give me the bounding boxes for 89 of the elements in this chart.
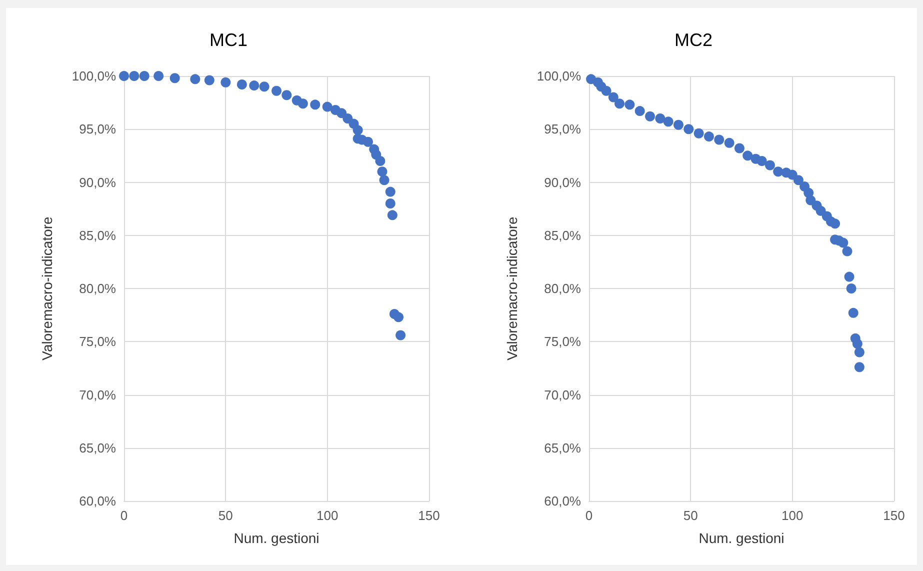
point [352,125,363,136]
point [298,98,308,109]
point [684,124,694,134]
point [694,128,704,138]
y-tick-label: 70,0% [79,387,116,402]
x-axis-title: Num. gestioni [234,530,320,546]
point [601,86,612,96]
x-tick-label: 0 [120,508,128,523]
y-tick-label: 85,0% [79,228,116,243]
point [673,120,684,130]
point [170,73,180,84]
point [310,100,320,110]
x-axis-title: Num. gestioni [698,530,784,546]
point [272,86,282,96]
point [139,71,150,81]
point [377,166,388,177]
point [385,198,396,208]
x-tick-label: 150 [883,508,905,523]
point [608,92,618,102]
point [655,114,666,124]
point [220,77,231,88]
y-tick-label: 85,0% [544,228,582,243]
point [844,272,854,282]
y-tick-label: 65,0% [544,440,582,456]
y-tick-label: 90,0% [79,174,116,190]
point [190,74,200,84]
y-tick-label: 75,0% [79,334,116,350]
y-axis-title: Valoremacro-indicatore [504,216,520,360]
point [830,218,840,229]
point [624,100,635,110]
point [394,312,404,322]
point [154,71,164,81]
x-tick-label: 100 [316,508,338,523]
point [663,116,674,127]
point [854,347,864,358]
y-tick-label: 60,0% [544,494,582,508]
y-tick-label: 95,0% [79,122,116,137]
point [846,284,856,294]
point [848,308,858,318]
chart-title: MC1 [209,30,248,50]
point [854,362,864,372]
point [129,71,140,81]
point [259,82,270,92]
point [379,175,390,186]
y-tick-label: 90,0% [544,174,582,190]
point [773,166,784,177]
x-tick-label: 150 [418,508,440,523]
point [634,106,645,116]
chart-title: MC2 [674,30,713,50]
point [764,160,775,170]
point [742,150,753,161]
point [396,330,406,340]
point [756,156,767,166]
point [852,338,862,349]
point [838,238,848,248]
point [282,90,292,100]
point [375,156,386,166]
point [704,132,714,142]
x-tick-label: 100 [781,508,804,523]
y-tick-label: 95,0% [544,122,582,137]
point [322,102,332,112]
x-tick-label: 0 [585,508,593,523]
x-tick-label: 50 [683,508,698,523]
point [249,80,260,91]
point [842,246,852,256]
point [236,80,247,90]
y-tick-label: 70,0% [544,387,582,402]
point [714,134,724,145]
point [385,186,396,197]
y-tick-label: 65,0% [79,440,116,456]
point [387,210,398,220]
y-tick-label: 80,0% [79,281,116,296]
point [724,138,734,148]
point [734,143,744,154]
y-tick-label: 60,0% [79,494,116,508]
point [363,136,373,147]
x-tick-label: 50 [218,508,233,523]
point [793,175,804,186]
y-tick-label: 100,0% [72,68,116,84]
point [119,71,129,81]
point [342,114,353,124]
point [614,98,624,109]
point [204,75,214,86]
y-tick-label: 75,0% [544,334,582,350]
y-tick-label: 100,0% [536,68,582,84]
y-tick-label: 80,0% [544,281,582,296]
y-axis-title: Valoremacro-indicatore [39,216,55,360]
point [336,108,347,118]
point [645,111,655,122]
